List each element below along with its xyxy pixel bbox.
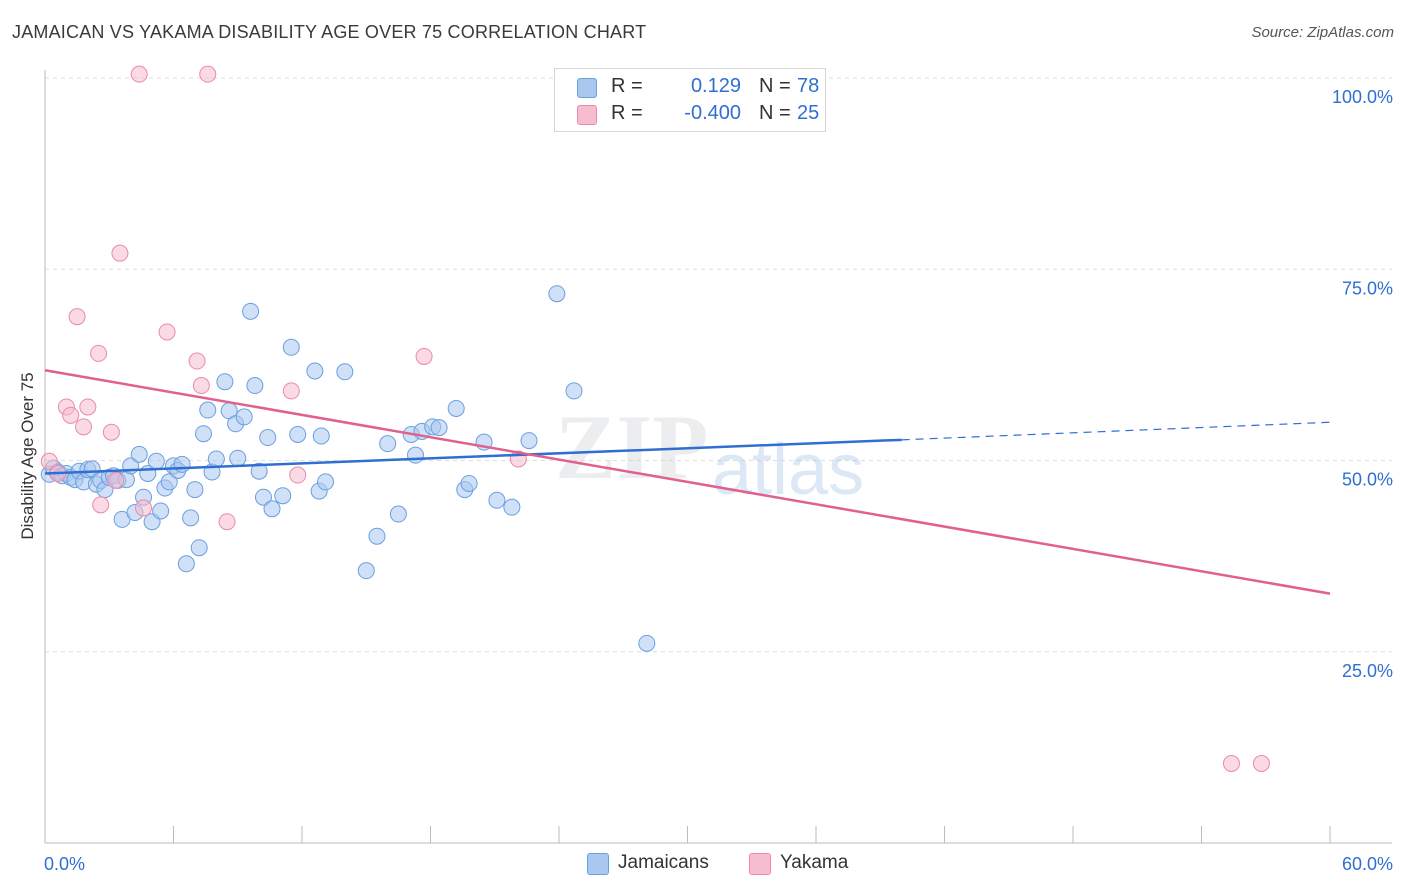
jamaicans-point: [246, 377, 264, 395]
legend-r-label: R =: [611, 102, 643, 124]
jamaicans-point: [282, 338, 300, 356]
yakama-trend-line: [44, 368, 1331, 595]
yakama-point: [90, 344, 108, 362]
jamaicans-point: [207, 450, 225, 468]
jamaicans-point: [317, 473, 335, 491]
jamaicans-point: [254, 488, 272, 506]
jamaicans-point: [336, 363, 354, 381]
jamaicans-point: [194, 425, 212, 443]
legend-n-label: N =: [759, 75, 791, 97]
yakama-point: [282, 382, 300, 400]
yakama-point: [40, 452, 58, 470]
jamaicans-point: [289, 425, 307, 443]
jamaicans-point: [242, 302, 260, 320]
y-tick-label: 25.0%: [1342, 661, 1393, 681]
stats-legend: R = 0.129 N = 78 R = -0.400 N = 25: [554, 68, 826, 132]
legend-r-label: R =: [611, 75, 643, 97]
y-axis-label: Disability Age Over 75: [18, 372, 37, 540]
jamaicans-point: [638, 634, 656, 652]
jamaicans-point: [216, 373, 234, 391]
series-swatch-jamaicans: [587, 853, 609, 875]
jamaicans-point: [160, 473, 178, 491]
yakama-point: [1252, 754, 1270, 772]
yakama-point: [188, 352, 206, 370]
jamaicans-point: [130, 445, 148, 463]
legend-swatch-yakama: [577, 105, 597, 125]
legend-r-value: -0.400: [684, 102, 741, 124]
jamaicans-point: [177, 555, 195, 573]
jamaicans-point: [182, 509, 200, 527]
jamaicans-point: [235, 408, 253, 426]
jamaicans-point: [357, 562, 375, 580]
jamaicans-point: [565, 382, 583, 400]
jamaicans-point: [368, 527, 386, 545]
jamaicans-point: [379, 435, 397, 453]
x-tick-label: 60.0%: [1342, 854, 1393, 874]
jamaicans-point: [389, 505, 407, 523]
trend-lines: [44, 368, 1331, 595]
yakama-point: [192, 377, 210, 395]
jamaicans-point: [460, 474, 478, 492]
jamaicans-point: [306, 362, 324, 380]
watermark: ZIP atlas: [555, 396, 864, 510]
yakama-point: [415, 347, 433, 365]
jamaicans-point: [447, 399, 465, 417]
yakama-point: [102, 423, 120, 441]
yakama-point: [135, 499, 153, 517]
grid-lines: [45, 77, 1392, 653]
series-swatch-yakama: [749, 853, 771, 875]
yakama-point: [199, 65, 217, 83]
series-label-yakama: Yakama: [780, 852, 849, 873]
jamaicans-point: [250, 462, 268, 480]
jamaicans-point: [488, 491, 506, 509]
yakama-point: [68, 308, 86, 326]
legend-r-value: 0.129: [690, 75, 741, 97]
yakama-point: [1222, 754, 1240, 772]
jamaicans-point: [430, 419, 448, 437]
yakama-point: [130, 65, 148, 83]
jamaicans-point: [190, 539, 208, 557]
legend-swatch-jamaicans: [577, 78, 597, 98]
jamaicans-trend-extension: [901, 421, 1331, 441]
y-tick-label: 100.0%: [1332, 87, 1393, 107]
jamaicans-point: [259, 429, 277, 447]
jamaicans-point: [147, 452, 165, 470]
yakama-point: [111, 244, 129, 262]
yakama-point: [75, 418, 93, 436]
yakama-point: [62, 406, 80, 424]
jamaicans-point: [548, 285, 566, 303]
yakama-point: [107, 471, 125, 489]
jamaicans-point: [520, 432, 538, 450]
jamaicans-point: [186, 481, 204, 499]
jamaicans-point: [503, 498, 521, 516]
yakama-point: [92, 496, 110, 514]
jamaicans-point: [173, 455, 191, 473]
jamaicans-point: [407, 446, 425, 464]
jamaicans-point: [229, 449, 247, 467]
jamaicans-point: [152, 502, 170, 520]
yakama-point: [218, 513, 236, 531]
y-tick-label: 50.0%: [1342, 470, 1393, 490]
legend-n-value: 25: [797, 102, 820, 124]
x-tick-label: 0.0%: [44, 854, 85, 874]
yakama-point: [79, 398, 97, 416]
jamaicans-point: [312, 427, 330, 445]
series-label-jamaicans: Jamaicans: [618, 852, 709, 873]
jamaicans-trend-line: [44, 438, 902, 475]
jamaicans-point: [199, 401, 217, 419]
jamaicans-point: [274, 487, 292, 505]
data-points: [40, 65, 1270, 772]
yakama-point: [158, 323, 176, 341]
jamaicans-point: [263, 500, 281, 518]
chart-source: Source: ZipAtlas.com: [1251, 24, 1394, 41]
yakama-point: [289, 466, 307, 484]
y-tick-label: 75.0%: [1342, 278, 1393, 298]
legend-n-value: 78: [797, 75, 820, 97]
tick-labels: 25.0% 50.0% 75.0% 100.0% 0.0% 60.0%: [44, 87, 1393, 874]
chart-title: JAMAICAN VS YAKAMA DISABILITY AGE OVER 7…: [12, 22, 647, 42]
legend-n-label: N =: [759, 102, 791, 124]
